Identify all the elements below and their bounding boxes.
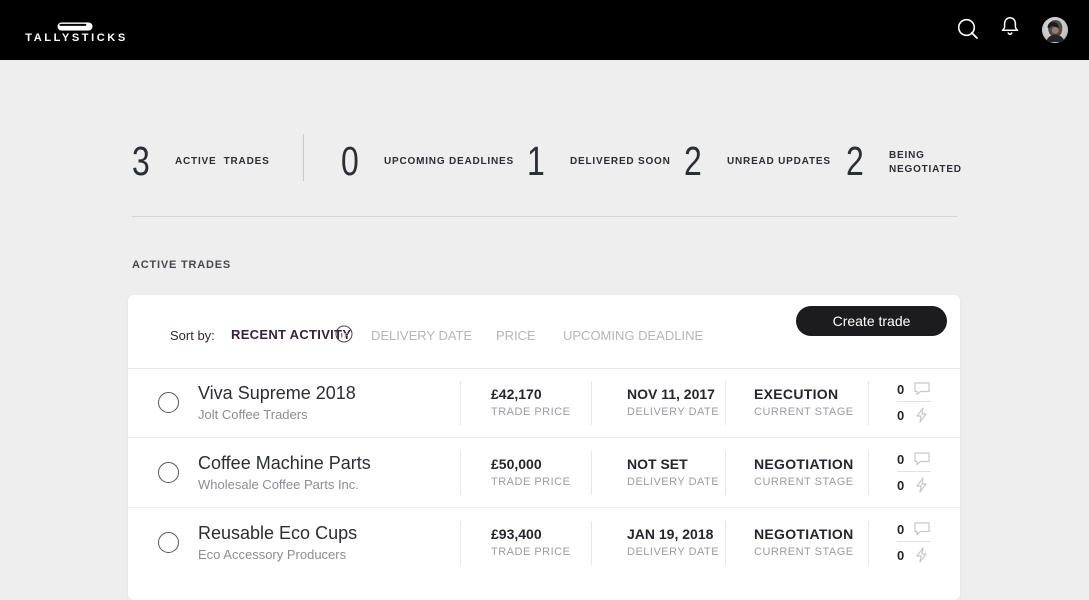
svg-text:F: F	[344, 332, 348, 339]
svg-text:I: I	[341, 332, 343, 339]
